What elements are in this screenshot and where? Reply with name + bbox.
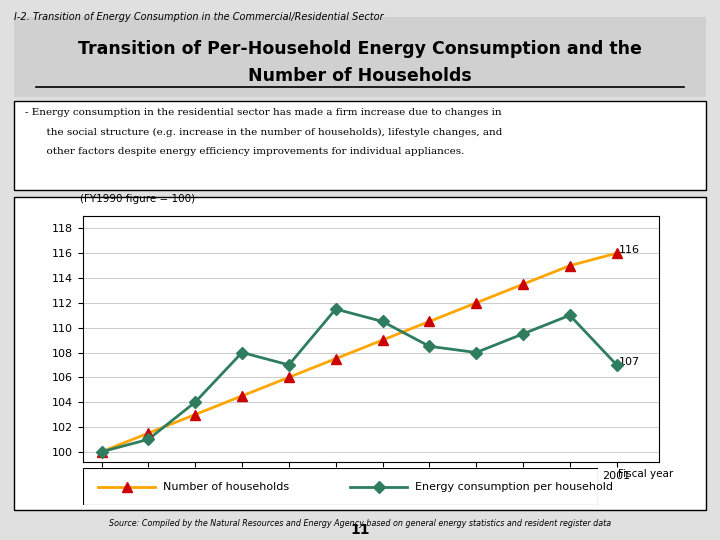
Text: - Energy consumption in the residential sector has made a firm increase due to c: - Energy consumption in the residential … [25, 108, 502, 117]
Text: Number of households: Number of households [163, 482, 289, 491]
Text: Fiscal year: Fiscal year [618, 469, 673, 479]
Text: Transition of Per-Household Energy Consumption and the: Transition of Per-Household Energy Consu… [78, 39, 642, 58]
Text: Energy consumption per household: Energy consumption per household [415, 482, 613, 491]
FancyBboxPatch shape [14, 197, 706, 510]
Text: I-2. Transition of Energy Consumption in the Commercial/Residential Sector: I-2. Transition of Energy Consumption in… [14, 12, 384, 22]
Text: 116: 116 [619, 245, 640, 254]
FancyBboxPatch shape [83, 468, 598, 505]
Text: 11: 11 [350, 523, 370, 537]
Text: Number of Households: Number of Households [248, 66, 472, 85]
Text: (FY1990 figure = 100): (FY1990 figure = 100) [80, 194, 195, 204]
Text: other factors despite energy efficiency improvements for individual appliances.: other factors despite energy efficiency … [40, 147, 464, 157]
FancyBboxPatch shape [14, 101, 706, 190]
Text: Source: Compiled by the Natural Resources and Energy Agency based on general ene: Source: Compiled by the Natural Resource… [109, 519, 611, 529]
Text: the social structure (e.g. increase in the number of households), lifestyle chan: the social structure (e.g. increase in t… [40, 128, 502, 137]
Text: 107: 107 [619, 357, 640, 367]
FancyBboxPatch shape [14, 17, 706, 97]
